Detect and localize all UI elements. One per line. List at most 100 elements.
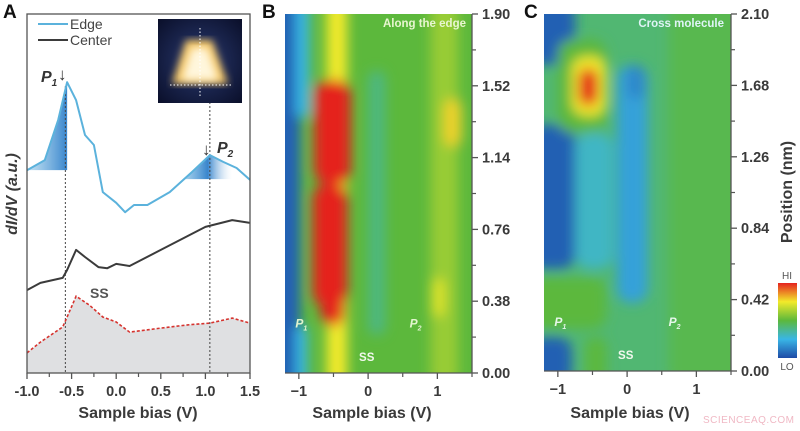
heatmap-cells — [544, 14, 731, 371]
heatmap-region — [544, 337, 572, 371]
panel-label-b: B — [262, 2, 276, 23]
heatmap-region — [295, 325, 308, 373]
heatmap-region — [368, 70, 386, 336]
x-tick-label: 1.5 — [240, 384, 260, 400]
panel-a-plot-area — [26, 81, 251, 373]
p2-label: P2 — [669, 315, 681, 331]
p2-subscript: 2 — [676, 324, 681, 331]
colorbar-gradient — [778, 283, 797, 358]
inset-image — [158, 19, 242, 103]
p2-letter: P — [669, 315, 678, 329]
y-tick-label: 1.52 — [482, 79, 510, 95]
x-tick-label: 1 — [692, 382, 700, 398]
legend-center-label: Center — [70, 32, 112, 48]
panel-c-title: Cross molecule — [638, 18, 724, 30]
heatmap-region — [544, 124, 576, 269]
y-tick-label: 0.42 — [741, 293, 769, 309]
legend: Edge Center — [38, 16, 112, 48]
y-tick-label: 1.68 — [741, 78, 769, 94]
heatmap-region — [430, 14, 459, 373]
colorbar-hi-label: HI — [782, 271, 792, 282]
p1-subscript: 1 — [303, 326, 307, 333]
y-tick-label: 1.26 — [741, 150, 769, 166]
p1-label: P1 — [554, 315, 566, 331]
p1-peak-fill — [27, 82, 68, 171]
x-tick-label: 1 — [433, 384, 441, 400]
panel-b-heatmap — [285, 14, 472, 373]
panel-a: A Edge Center P1 ↓ ↓ P2 SS -1.0 -0.5 0.0 0.… — [3, 2, 260, 422]
x-tick-label: 0 — [364, 384, 372, 400]
panel-c-axes: −1 0 1 0.00 0.42 0.84 1.26 1.68 2.10 — [544, 7, 769, 398]
p1-arrow-icon: ↓ — [58, 65, 67, 84]
p1-label-a: P1 — [41, 69, 58, 89]
panel-c-heatmap — [544, 14, 731, 371]
p1-label: P1 — [295, 317, 307, 333]
panel-b-x-label: Sample bias (V) — [312, 405, 431, 422]
x-tick-label: -0.5 — [59, 384, 84, 400]
heatmap-region — [668, 14, 731, 371]
x-tick-label: −1 — [291, 384, 308, 400]
x-tick-label: −1 — [550, 382, 567, 398]
heatmap-region — [544, 277, 607, 329]
heatmap-region — [295, 14, 310, 118]
colorbar: HI LO — [778, 271, 797, 373]
x-tick-label: 0.0 — [106, 384, 126, 400]
panel-b-title: Along the edge — [383, 18, 466, 30]
y-tick-label: 1.14 — [482, 151, 510, 167]
p1-letter: P — [554, 315, 563, 329]
heatmap-region — [575, 133, 614, 269]
x-tick-label: 0 — [623, 382, 631, 398]
p2-subscript: 2 — [417, 326, 422, 333]
panel-label-a: A — [3, 2, 17, 23]
panel-b-axes: −1 0 1 0.00 0.38 0.76 1.14 1.52 1.90 — [285, 7, 510, 400]
edge-series-line — [26, 81, 251, 214]
ss-label: SS — [618, 350, 634, 362]
y-tick-label: 0.76 — [482, 222, 510, 238]
panel-c-y-label: Position (nm) — [779, 141, 796, 243]
p1-letter: P — [295, 317, 304, 331]
heatmap-region — [616, 65, 648, 303]
heatmap-cells — [285, 14, 462, 373]
center-series-line — [26, 219, 251, 291]
p2-label: P2 — [410, 317, 422, 333]
panel-label-c: C — [524, 2, 538, 23]
ss-fill-area — [27, 296, 250, 373]
x-tick-label: -1.0 — [15, 384, 40, 400]
p2-arrow-icon: ↓ — [202, 140, 211, 159]
y-tick-label: 2.10 — [741, 7, 769, 23]
p2-label-a: P2 — [217, 140, 234, 160]
legend-edge-label: Edge — [70, 16, 103, 32]
panel-a-x-label: Sample bias (V) — [78, 405, 197, 422]
y-tick-label: 0.00 — [482, 366, 510, 382]
heatmap-region — [321, 287, 344, 326]
heatmap-region — [312, 184, 348, 307]
x-tick-label: 0.5 — [151, 384, 171, 400]
x-tick-label: 1.0 — [195, 384, 215, 400]
ss-label: SS — [359, 352, 375, 364]
heatmap-region — [578, 68, 599, 106]
panel-c-x-label: Sample bias (V) — [570, 405, 689, 422]
y-tick-label: 0.38 — [482, 294, 510, 310]
heatmap-region — [627, 65, 645, 99]
y-tick-label: 0.00 — [741, 364, 769, 380]
ss-label-a: SS — [90, 285, 109, 301]
y-tick-label: 1.90 — [482, 7, 510, 23]
heatmap-region — [314, 80, 351, 185]
colorbar-lo-label: LO — [780, 362, 794, 373]
p2-letter: P — [410, 317, 419, 331]
heatmap-region — [444, 99, 462, 147]
heatmap-region — [585, 337, 607, 371]
heatmap-region — [431, 278, 445, 317]
panel-a-y-label: dI/dV (a.u.) — [4, 153, 21, 235]
y-tick-label: 0.84 — [741, 221, 769, 237]
ss-series-line — [26, 295, 251, 354]
panel-a-x-axis: -1.0 -0.5 0.0 0.5 1.0 1.5 — [15, 373, 260, 400]
watermark: SCIENCEAQ.COM — [703, 415, 795, 426]
p1-subscript: 1 — [562, 324, 566, 331]
